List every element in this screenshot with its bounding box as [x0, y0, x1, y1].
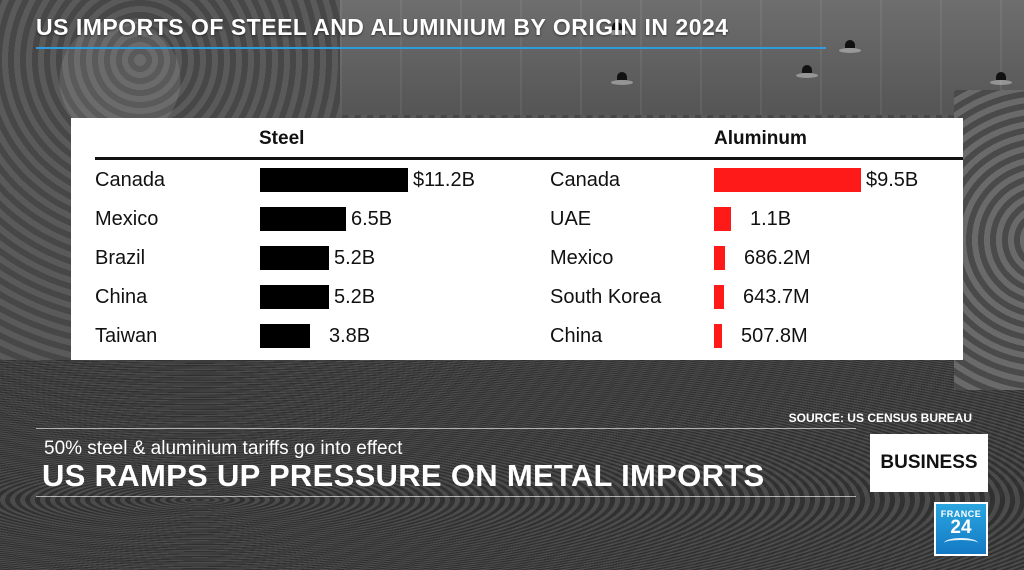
- steel-category-label: Brazil: [95, 247, 146, 269]
- strap-headline: US RAMPS UP PRESSURE ON METAL IMPORTS: [42, 458, 765, 493]
- background-coil-right: [954, 90, 1024, 390]
- aluminum-value-label: 686.2M: [744, 247, 811, 269]
- steel-category-label: Mexico: [95, 208, 159, 230]
- steel-value-label: 6.5B: [351, 208, 393, 230]
- aluminum-category-label: UAE: [550, 208, 592, 230]
- news-strap: 50% steel & aluminium tariffs go into ef…: [36, 428, 856, 497]
- logo-text-top: FRANCE: [940, 509, 982, 519]
- aluminum-category-label: Canada: [550, 169, 621, 191]
- aluminum-bar: [714, 207, 731, 231]
- logo-wave-icon: [944, 538, 978, 548]
- ceiling-lamp-icon: [611, 72, 633, 85]
- aluminum-value-label: $9.5B: [866, 169, 919, 191]
- aluminum-category-label: Mexico: [550, 247, 614, 269]
- background-ceiling: [340, 0, 1024, 115]
- steel-chart-title: Steel: [259, 128, 305, 149]
- steel-category-label: China: [95, 286, 148, 308]
- aluminum-chart-title: Aluminum: [714, 128, 807, 149]
- steel-bar: [260, 324, 310, 348]
- aluminum-category-label: South Korea: [550, 286, 662, 308]
- logo-number: 24: [950, 517, 972, 538]
- steel-bar: [260, 285, 329, 309]
- strap-divider-bottom: [36, 496, 856, 497]
- strap-subtitle: 50% steel & aluminium tariffs go into ef…: [44, 438, 403, 459]
- aluminum-bar: [714, 246, 725, 270]
- steel-value-label: $11.2B: [413, 169, 475, 191]
- source-credit: SOURCE: US CENSUS BUREAU: [788, 411, 972, 425]
- business-badge: BUSINESS: [870, 434, 988, 492]
- chart-panel: Steel Aluminum Canada $11.2B Mexico 6.5B Bra…: [71, 118, 963, 360]
- steel-bar: [260, 246, 329, 270]
- ceiling-lamp-icon: [606, 22, 628, 35]
- background-steel-coils: [0, 360, 1024, 570]
- steel-value-label: 3.8B: [329, 325, 371, 347]
- page-title: US IMPORTS OF STEEL AND ALUMINIUM BY ORI…: [36, 14, 729, 40]
- strap-divider-top: [36, 428, 856, 429]
- title-underline: [36, 47, 826, 49]
- aluminum-value-label: 507.8M: [741, 325, 808, 347]
- steel-category-label: Taiwan: [95, 325, 158, 347]
- france24-logo: FRANCE 24: [934, 502, 988, 556]
- aluminum-value-label: 643.7M: [743, 286, 810, 308]
- aluminum-category-label: China: [550, 325, 603, 347]
- steel-value-label: 5.2B: [334, 286, 376, 308]
- header-divider: [95, 157, 963, 160]
- aluminum-bar: [714, 168, 861, 192]
- ceiling-lamp-icon: [990, 72, 1012, 85]
- steel-value-label: 5.2B: [334, 247, 376, 269]
- aluminum-bar: [714, 285, 724, 309]
- ceiling-lamp-icon: [839, 40, 861, 53]
- steel-bar: [260, 168, 408, 192]
- aluminum-bar: [714, 324, 722, 348]
- aluminum-value-label: 1.1B: [750, 208, 792, 230]
- steel-bar: [260, 207, 346, 231]
- ceiling-lamp-icon: [796, 65, 818, 78]
- steel-category-label: Canada: [95, 169, 166, 191]
